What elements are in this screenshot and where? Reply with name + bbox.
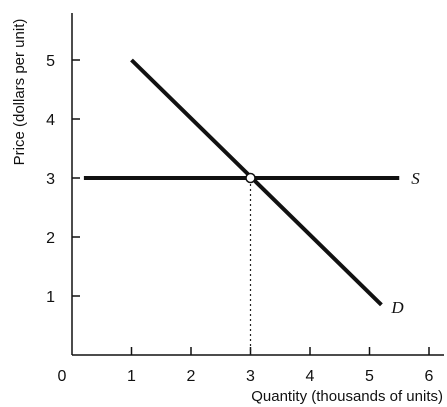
x-tick-label: 3 [246,368,255,385]
equilibrium-point [245,172,256,184]
x-tick-label: 5 [365,368,374,385]
y-tick-label: 2 [46,230,55,247]
x-tick-label: 4 [306,368,315,385]
ticks-layer: 0 1 2 3 4 5 6 1 2 3 4 5 [46,53,433,385]
supply-curve-label: S [411,169,420,188]
y-tick-label: 4 [46,112,55,129]
x-tick-label: 6 [425,368,434,385]
y-axis-title: Price (dollars per unit) [11,19,28,166]
demand-curve [130,58,383,307]
points-layer [245,172,256,184]
x-tick-label: 2 [187,368,196,385]
series-layer: SD [83,58,420,317]
y-tick-label: 5 [46,53,55,70]
y-tick-label: 3 [46,171,55,188]
x-axis-title: Quantity (thousands of units) [251,388,443,405]
demand-curve-label: D [390,298,404,317]
y-tick-label: 1 [46,289,55,306]
x-tick-label: 0 [58,368,67,385]
x-tick-label: 1 [127,368,136,385]
